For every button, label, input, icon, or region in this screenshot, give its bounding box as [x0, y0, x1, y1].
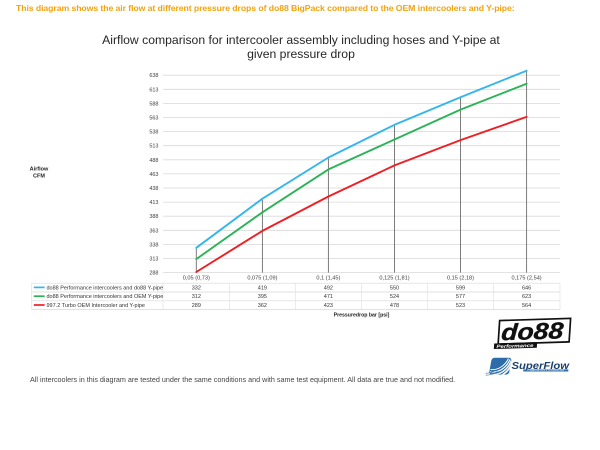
svg-text:312: 312	[192, 294, 201, 300]
svg-text:Pressuredrop bar [psi]: Pressuredrop bar [psi]	[334, 313, 390, 319]
svg-text:0,1 (1,45): 0,1 (1,45)	[316, 275, 340, 281]
svg-text:577: 577	[456, 294, 465, 300]
svg-text:0,175 (2,54): 0,175 (2,54)	[512, 275, 542, 281]
svg-text:523: 523	[456, 303, 465, 309]
svg-text:613: 613	[149, 87, 158, 93]
svg-text:599: 599	[456, 285, 465, 291]
svg-text:588: 588	[149, 101, 158, 107]
svg-text:288: 288	[149, 271, 158, 277]
svg-text:313: 313	[149, 257, 158, 263]
svg-text:do88 Performance intercoolers: do88 Performance intercoolers and do88 Y…	[47, 285, 164, 291]
svg-text:463: 463	[149, 172, 158, 178]
svg-text:524: 524	[390, 294, 399, 300]
svg-text:362: 362	[258, 303, 267, 309]
svg-text:363: 363	[149, 228, 158, 234]
svg-text:395: 395	[258, 294, 267, 300]
svg-text:492: 492	[324, 285, 333, 291]
svg-text:0,125 (1,81): 0,125 (1,81)	[379, 275, 409, 281]
svg-text:646: 646	[522, 285, 531, 291]
svg-text:do88 Performance intercoolers: do88 Performance intercoolers and OEM Y-…	[47, 294, 164, 300]
svg-text:538: 538	[149, 130, 158, 136]
svg-text:550: 550	[390, 285, 399, 291]
svg-text:Performance: Performance	[496, 343, 534, 350]
svg-text:0,15 (2,18): 0,15 (2,18)	[447, 275, 474, 281]
svg-text:CFM: CFM	[33, 173, 45, 179]
svg-text:Airflow: Airflow	[30, 166, 49, 172]
svg-text:289: 289	[192, 303, 201, 309]
svg-text:423: 423	[324, 303, 333, 309]
svg-text:997.2 Turbo OEM Intercooler an: 997.2 Turbo OEM Intercooler and Y-pipe	[47, 303, 145, 309]
svg-text:388: 388	[149, 214, 158, 220]
svg-text:DYNAMOMETERS & FLOWBENCHES: DYNAMOMETERS & FLOWBENCHES	[527, 369, 565, 372]
svg-text:338: 338	[149, 242, 158, 248]
svg-text:438: 438	[149, 186, 158, 192]
svg-text:623: 623	[522, 294, 531, 300]
svg-text:488: 488	[149, 158, 158, 164]
svg-text:0,075 (1,09): 0,075 (1,09)	[247, 275, 277, 281]
svg-text:332: 332	[192, 285, 201, 291]
svg-text:419: 419	[258, 285, 267, 291]
svg-text:413: 413	[149, 200, 158, 206]
svg-text:563: 563	[149, 116, 158, 122]
svg-text:513: 513	[149, 144, 158, 150]
svg-text:564: 564	[522, 303, 531, 309]
svg-text:478: 478	[390, 303, 399, 309]
svg-text:471: 471	[324, 294, 333, 300]
svg-text:SuperFlow: SuperFlow	[512, 360, 570, 372]
svg-text:0,05 (0,73): 0,05 (0,73)	[183, 275, 210, 281]
svg-text:638: 638	[149, 73, 158, 79]
svg-text:do88: do88	[501, 317, 565, 345]
